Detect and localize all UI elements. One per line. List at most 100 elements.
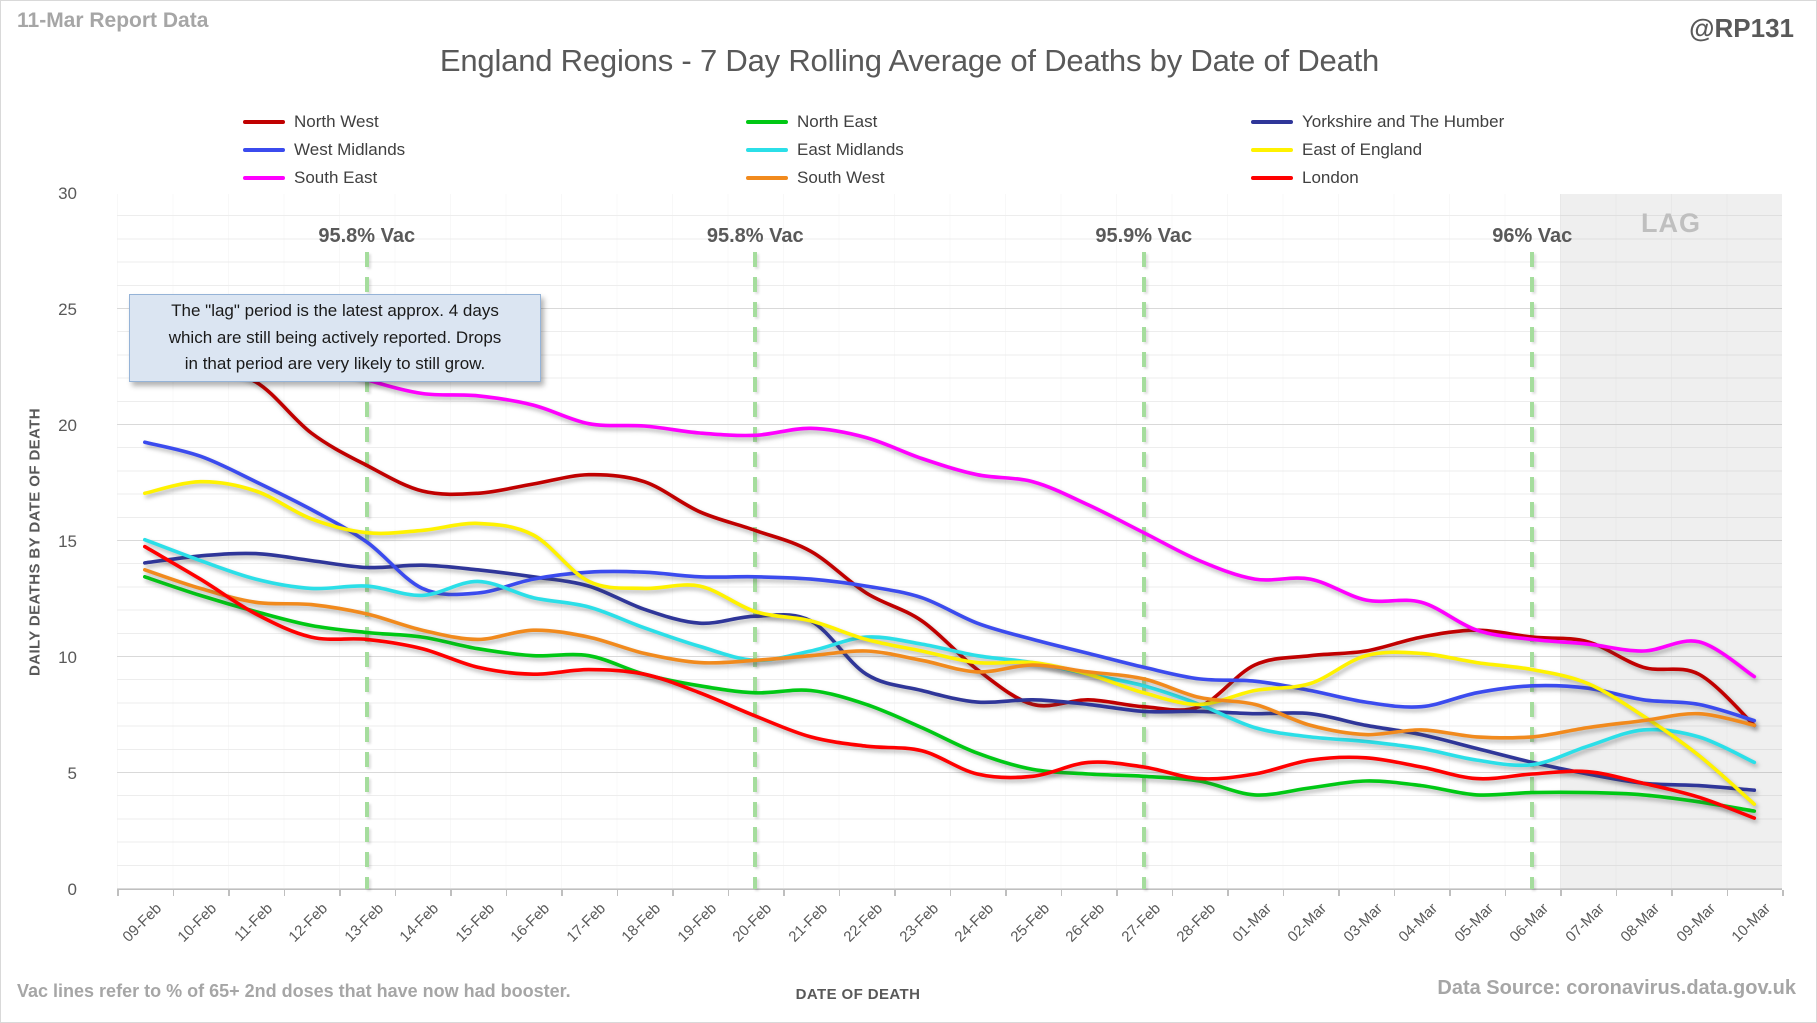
series-line-north-east	[143, 575, 1757, 813]
vac-label-06-Mar: 96% Vac	[1492, 225, 1573, 247]
vac-label-20-Feb: 95.8% Vac	[706, 225, 804, 247]
x-tick	[783, 890, 785, 896]
legend-swatch-icon	[746, 119, 788, 125]
legend-item-london: London	[1251, 165, 1359, 191]
series-line-south-east	[143, 324, 1757, 679]
x-tick	[117, 890, 119, 896]
vac-line-27-Feb	[1141, 252, 1146, 889]
x-tick	[283, 890, 285, 896]
x-tick	[1671, 890, 1673, 896]
legend-swatch-icon	[746, 147, 788, 153]
series-line-yorkshire-and-the-humber	[143, 551, 1757, 792]
legend-swatch-icon	[243, 147, 285, 153]
legend-swatch-icon	[1251, 175, 1293, 181]
x-tick	[672, 890, 674, 896]
vac-label-13-Feb: 95.8% Vac	[318, 225, 416, 247]
x-tick	[450, 890, 452, 896]
x-tick	[1393, 890, 1395, 896]
legend-item-south-west: South West	[746, 165, 885, 191]
vac-label-27-Feb: 95.9% Vac	[1095, 225, 1193, 247]
x-tick	[1338, 890, 1340, 896]
legend-label: East of England	[1302, 140, 1423, 159]
legend-item-east-of-england: East of England	[1251, 137, 1422, 163]
x-tick	[172, 890, 174, 896]
legend-item-yorkshire-and-the-humber: Yorkshire and The Humber	[1251, 109, 1504, 135]
legend-item-west-midlands: West Midlands	[243, 137, 405, 163]
x-tick	[1560, 890, 1562, 896]
x-tick	[1060, 890, 1062, 896]
legend-label: West Midlands	[294, 140, 406, 159]
x-tick	[616, 890, 618, 896]
x-tick	[1726, 890, 1728, 896]
legend-label: North East	[797, 112, 878, 131]
x-tick	[949, 890, 951, 896]
x-tick	[1282, 890, 1284, 896]
x-tick	[1449, 890, 1451, 896]
legend-swatch-icon	[1251, 147, 1293, 153]
series-line-north-west	[143, 365, 1757, 728]
vac-line-13-Feb	[364, 252, 369, 889]
legend-swatch-icon	[1251, 119, 1293, 125]
x-tick	[505, 890, 507, 896]
vac-line-20-Feb	[753, 252, 758, 889]
series-line-east-midlands	[143, 537, 1757, 768]
x-tick	[894, 890, 896, 896]
legend-label: East Midlands	[797, 140, 904, 159]
x-tick	[838, 890, 840, 896]
legend-swatch-icon	[243, 119, 285, 125]
x-tick	[1005, 890, 1007, 896]
vac-line-06-Mar	[1530, 252, 1535, 889]
x-tick	[339, 890, 341, 896]
legend-label: South West	[797, 168, 885, 187]
lag-annotation-box: The "lag" period is the latest approx. 4…	[129, 294, 541, 382]
y-tick-label: 15	[58, 532, 77, 551]
legend-label: South East	[294, 168, 378, 187]
legend-label: North West	[294, 112, 379, 131]
x-tick	[1782, 890, 1784, 896]
y-axis-title: DAILY DEATHS BY DATE OF DEATH	[26, 407, 44, 677]
x-tick-label: 02-Mar	[1284, 900, 1331, 946]
series-line-east-of-england	[143, 479, 1757, 806]
data-source: Data Source: coronavirus.data.gov.uk	[1437, 977, 1796, 999]
report-date-label: 11-Mar Report Data	[17, 9, 209, 32]
series-line-london	[143, 544, 1757, 820]
author-handle: @RP131	[1689, 13, 1794, 43]
y-tick-label: 20	[58, 416, 77, 435]
lag-region: LAG	[1560, 194, 1782, 889]
x-tick	[1615, 890, 1617, 896]
x-tick-label: 06-Mar	[1506, 900, 1553, 946]
x-tick	[394, 890, 396, 896]
y-tick-label: 30	[58, 184, 77, 203]
x-tick	[1116, 890, 1118, 896]
legend-item-east-midlands: East Midlands	[746, 137, 904, 163]
vac-footnote: Vac lines refer to % of 65+ 2nd doses th…	[17, 981, 571, 1001]
x-tick-label: 08-Mar	[1617, 900, 1664, 946]
legend-label: Yorkshire and The Humber	[1302, 112, 1505, 131]
legend-swatch-icon	[746, 175, 788, 181]
x-tick-label: 28-Feb	[1173, 900, 1220, 946]
series-line-south-west	[143, 568, 1757, 740]
legend-swatch-icon	[243, 175, 285, 181]
series-line-west-midlands	[143, 440, 1757, 723]
series-lines-svg	[143, 324, 1757, 820]
y-tick-label: 25	[58, 300, 77, 319]
x-tick	[228, 890, 230, 896]
x-tick	[561, 890, 563, 896]
legend-item-north-east: North East	[746, 109, 877, 135]
x-tick	[727, 890, 729, 896]
x-tick	[1504, 890, 1506, 896]
x-axis-title: DATE OF DEATH	[795, 986, 921, 1003]
legend-item-south-east: South East	[243, 165, 377, 191]
x-tick-label: 10-Mar	[1728, 900, 1775, 946]
y-tick-label: 5	[67, 764, 77, 783]
legend-item-north-west: North West	[243, 109, 379, 135]
chart-title: England Regions - 7 Day Rolling Average …	[439, 43, 1380, 78]
x-tick	[1227, 890, 1229, 896]
x-tick	[1171, 890, 1173, 896]
legend-label: London	[1302, 168, 1359, 187]
x-tick-label: 04-Mar	[1395, 900, 1442, 946]
y-tick-label: 0	[67, 880, 77, 899]
lag-label: LAG	[1641, 208, 1701, 238]
y-tick-label: 10	[58, 648, 77, 667]
